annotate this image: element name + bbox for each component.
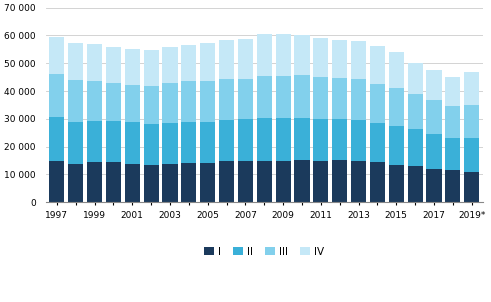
Bar: [313, 161, 328, 202]
Bar: [445, 105, 461, 138]
Bar: [181, 163, 196, 202]
Bar: [106, 121, 121, 162]
Bar: [351, 120, 366, 161]
Bar: [181, 81, 196, 122]
Bar: [464, 138, 479, 172]
Bar: [426, 100, 441, 134]
Bar: [408, 129, 423, 166]
Bar: [275, 76, 291, 118]
Bar: [238, 161, 253, 202]
Bar: [106, 83, 121, 121]
Bar: [200, 81, 215, 122]
Bar: [87, 162, 102, 202]
Bar: [332, 78, 347, 119]
Bar: [313, 38, 328, 77]
Bar: [238, 119, 253, 161]
Bar: [125, 122, 140, 164]
Bar: [257, 34, 272, 76]
Bar: [370, 162, 385, 202]
Bar: [219, 120, 234, 161]
Bar: [181, 122, 196, 163]
Bar: [351, 161, 366, 202]
Bar: [389, 88, 404, 126]
Bar: [464, 172, 479, 202]
Bar: [370, 123, 385, 162]
Bar: [445, 77, 461, 105]
Bar: [125, 164, 140, 202]
Bar: [295, 35, 309, 76]
Bar: [295, 118, 309, 160]
Bar: [426, 169, 441, 202]
Bar: [181, 45, 196, 81]
Bar: [68, 43, 83, 81]
Bar: [163, 47, 178, 83]
Bar: [275, 34, 291, 76]
Bar: [49, 161, 64, 202]
Bar: [238, 79, 253, 119]
Bar: [332, 40, 347, 78]
Bar: [295, 76, 309, 118]
Bar: [87, 121, 102, 162]
Legend: I, II, III, IV: I, II, III, IV: [200, 243, 328, 261]
Bar: [200, 163, 215, 202]
Bar: [49, 37, 64, 74]
Bar: [87, 44, 102, 81]
Bar: [370, 46, 385, 84]
Bar: [332, 119, 347, 160]
Bar: [275, 161, 291, 202]
Bar: [408, 63, 423, 94]
Bar: [257, 76, 272, 118]
Bar: [445, 138, 461, 170]
Bar: [426, 134, 441, 169]
Bar: [87, 81, 102, 121]
Bar: [426, 70, 441, 100]
Bar: [332, 160, 347, 202]
Bar: [370, 84, 385, 123]
Bar: [445, 170, 461, 202]
Bar: [200, 43, 215, 81]
Bar: [125, 49, 140, 85]
Bar: [408, 94, 423, 129]
Bar: [163, 83, 178, 123]
Bar: [257, 161, 272, 202]
Bar: [464, 72, 479, 105]
Bar: [238, 39, 253, 79]
Bar: [351, 79, 366, 120]
Bar: [351, 41, 366, 79]
Bar: [106, 47, 121, 83]
Bar: [143, 86, 159, 124]
Bar: [125, 85, 140, 122]
Bar: [200, 122, 215, 163]
Bar: [68, 164, 83, 202]
Bar: [143, 50, 159, 86]
Bar: [163, 123, 178, 164]
Bar: [389, 53, 404, 88]
Bar: [49, 117, 64, 161]
Bar: [219, 79, 234, 120]
Bar: [295, 160, 309, 202]
Bar: [68, 81, 83, 122]
Bar: [275, 118, 291, 161]
Bar: [143, 165, 159, 202]
Bar: [464, 105, 479, 138]
Bar: [143, 124, 159, 165]
Bar: [49, 74, 64, 117]
Bar: [408, 166, 423, 202]
Bar: [313, 77, 328, 119]
Bar: [389, 126, 404, 165]
Bar: [219, 161, 234, 202]
Bar: [389, 165, 404, 202]
Bar: [163, 164, 178, 202]
Bar: [106, 162, 121, 202]
Bar: [257, 118, 272, 161]
Bar: [313, 119, 328, 161]
Bar: [219, 40, 234, 79]
Bar: [68, 122, 83, 164]
